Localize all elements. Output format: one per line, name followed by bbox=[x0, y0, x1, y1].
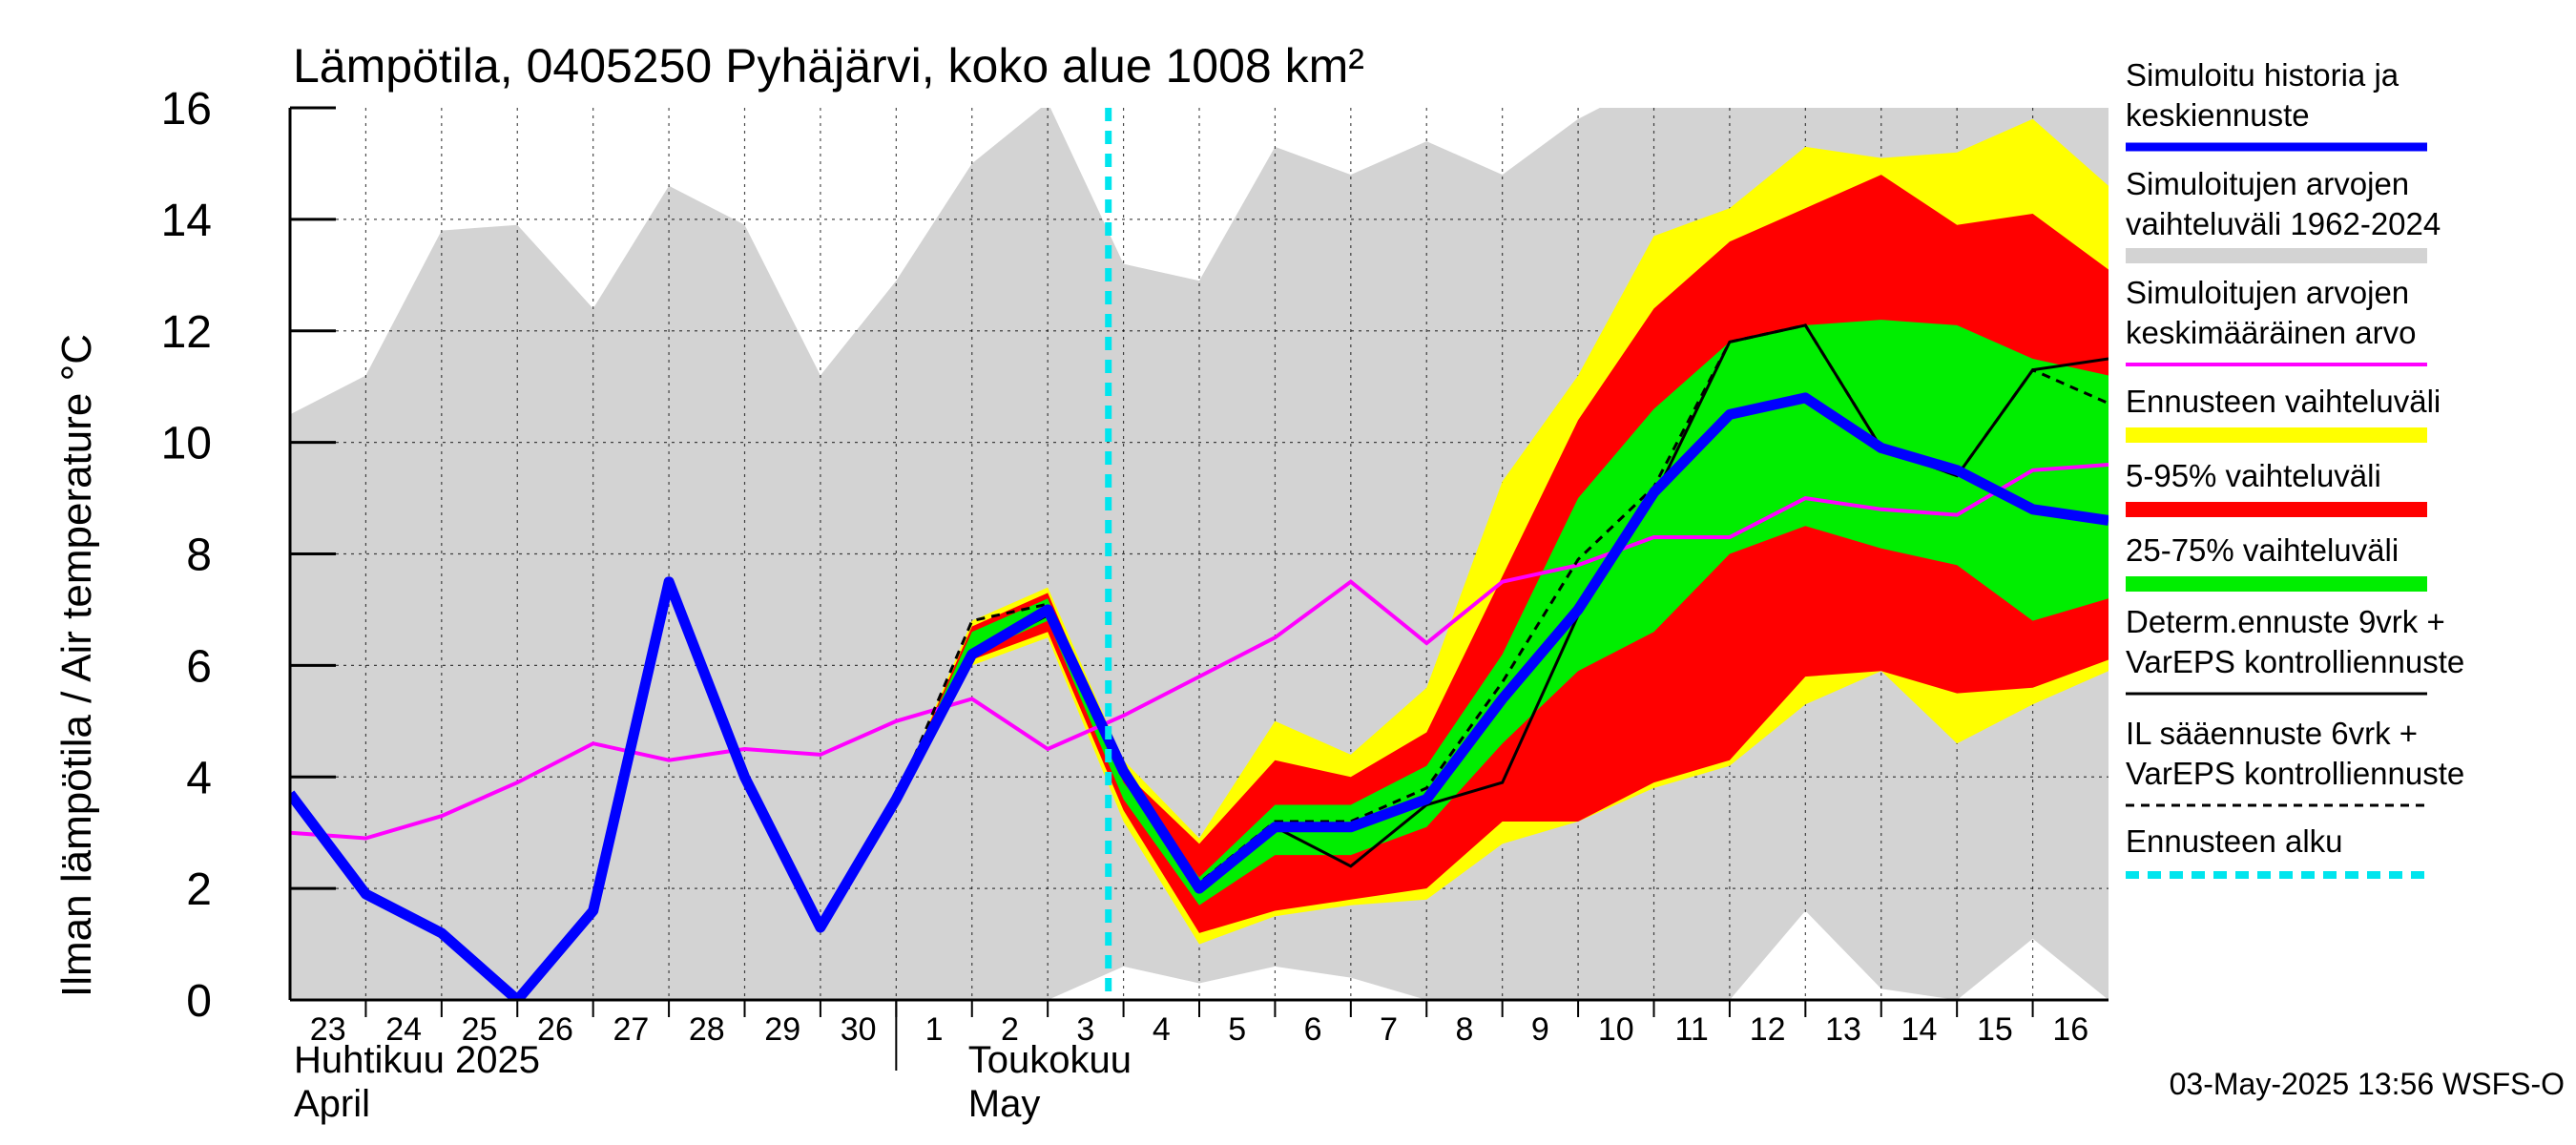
y-tick-label: 8 bbox=[186, 531, 212, 581]
range-25-75-band bbox=[896, 320, 2109, 906]
legend-item: Determ.ennuste 9vrk + VarEPS kontrollienn… bbox=[2126, 604, 2464, 696]
x-tick-label: 4 bbox=[1153, 1011, 1171, 1048]
x-tick-label: 7 bbox=[1380, 1011, 1398, 1048]
x-tick-label: 1 bbox=[925, 1011, 944, 1048]
x-tick-label: 25 bbox=[462, 1011, 498, 1048]
legend-label: 25-75% vaihteluväli bbox=[2126, 532, 2399, 568]
x-tick-label: 15 bbox=[1977, 1011, 2013, 1048]
month-label-en: May bbox=[968, 1083, 1041, 1125]
x-tick-label: 16 bbox=[2052, 1011, 2088, 1048]
month-label-en: April bbox=[294, 1083, 370, 1125]
x-tick-label: 29 bbox=[764, 1011, 800, 1048]
legend-label: Simuloitujen arvojen bbox=[2126, 275, 2409, 310]
legend-label: VarEPS kontrolliennuste bbox=[2126, 644, 2464, 679]
footer-timestamp: 03-May-2025 13:56 WSFS-O bbox=[2170, 1067, 2565, 1101]
legend-label: keskiennuste bbox=[2126, 97, 2310, 133]
x-tick-label: 23 bbox=[310, 1011, 346, 1048]
legend-item: IL sääennuste 6vrk + VarEPS kontrollienn… bbox=[2126, 716, 2464, 807]
x-tick-label: 24 bbox=[385, 1011, 422, 1048]
legend-item: Simuloitujen arvojen keskimääräinen arvo bbox=[2126, 275, 2427, 366]
y-tick-label: 6 bbox=[186, 641, 212, 692]
x-tick-label: 30 bbox=[841, 1011, 877, 1048]
x-tick-label: 10 bbox=[1598, 1011, 1634, 1048]
y-tick-label: 2 bbox=[186, 864, 212, 915]
y-tick-label: 16 bbox=[161, 84, 212, 135]
legend-item: 5-95% vaihteluväli bbox=[2126, 458, 2427, 517]
x-tick-label: 6 bbox=[1304, 1011, 1322, 1048]
x-tick-label: 14 bbox=[1901, 1011, 1938, 1048]
simulated-history-line bbox=[290, 392, 2109, 1000]
x-tick-label: 11 bbox=[1675, 1011, 1709, 1048]
x-tick-label: 2 bbox=[1001, 1011, 1019, 1048]
legend-label: IL sääennuste 6vrk + bbox=[2126, 716, 2418, 751]
legend: Simuloitu historia jakeskiennusteSimuloi… bbox=[2126, 57, 2464, 879]
x-tick-label: 12 bbox=[1750, 1011, 1786, 1048]
legend-item: Ennusteen alku bbox=[2126, 823, 2427, 879]
x-tick-label: 27 bbox=[613, 1011, 649, 1048]
legend-label: Ennusteen vaihteluväli bbox=[2126, 384, 2441, 419]
legend-label: Simuloitujen arvojen bbox=[2126, 166, 2409, 201]
legend-item: Simuloitu historia ja keskiennuste bbox=[2126, 57, 2427, 152]
x-tick-label: 3 bbox=[1076, 1011, 1094, 1048]
legend-item: 25-75% vaihteluväli bbox=[2126, 532, 2427, 592]
legend-label: vaihteluväli 1962-2024 bbox=[2126, 206, 2441, 241]
x-tick-label: 5 bbox=[1228, 1011, 1246, 1048]
legend-label: Determ.ennuste 9vrk + bbox=[2126, 604, 2445, 639]
legend-label: VarEPS kontrolliennuste bbox=[2126, 756, 2464, 791]
mean-simulated-line bbox=[290, 463, 2109, 841]
y-tick-label: 10 bbox=[161, 419, 212, 469]
legend-label: 5-95% vaihteluväli bbox=[2126, 458, 2381, 493]
plot-area bbox=[290, 108, 2109, 1000]
y-tick-label: 0 bbox=[186, 976, 212, 1027]
x-tick-label: 28 bbox=[689, 1011, 725, 1048]
legend-label: Ennusteen alku bbox=[2126, 823, 2343, 859]
x-tick-label: 26 bbox=[537, 1011, 573, 1048]
x-tick-label: 9 bbox=[1531, 1011, 1549, 1048]
legend-label: Simuloitu historia ja bbox=[2126, 57, 2399, 93]
y-tick-label: 4 bbox=[186, 753, 212, 803]
y-tick-label: 12 bbox=[161, 307, 212, 358]
x-tick-label: 8 bbox=[1455, 1011, 1473, 1048]
y-axis-label: Ilman lämpötila / Air temperature °C bbox=[53, 334, 100, 997]
x-tick-label: 13 bbox=[1825, 1011, 1861, 1048]
legend-label: keskimääräinen arvo bbox=[2126, 315, 2416, 350]
chart-title: Lämpötila, 0405250 Pyhäjärvi, koko alue … bbox=[293, 39, 1364, 93]
y-tick-label: 14 bbox=[161, 196, 212, 246]
legend-item: Simuloitujen arvojen vaihteluväli 1962-20… bbox=[2126, 166, 2441, 263]
legend-item: Ennusteen vaihteluväli bbox=[2126, 384, 2441, 443]
month-label: Toukokuu bbox=[968, 1039, 1132, 1081]
month-label: Huhtikuu 2025 bbox=[294, 1039, 540, 1081]
